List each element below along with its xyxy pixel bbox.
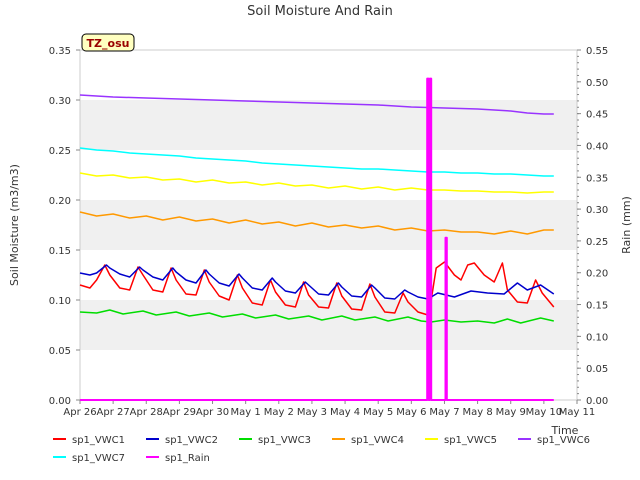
y-tick-label: 0.00 [49,396,71,407]
x-tick-label: Apr 26 [63,407,96,418]
legend-label: sp1_VWC7 [72,453,125,464]
y2-tick-label: 0.25 [586,237,608,248]
y2-axis-label: Rain (mm) [620,196,633,254]
x-tick-label: May 7 [429,407,459,418]
site-label-box: TZ_osu [81,33,135,52]
legend-label: sp1_VWC4 [351,435,404,446]
x-axis-label: Time [551,424,579,437]
grid-band [80,100,577,150]
x-tick-label: Apr 28 [130,407,163,418]
x-tick-label: May 6 [396,407,426,418]
y2-tick-label: 0.00 [586,396,608,407]
chart-title: Soil Moisture And Rain [247,4,393,19]
x-tick-label: Apr 29 [163,407,196,418]
x-tick-label: May 1 [231,407,261,418]
series-line-sp1_VWC3 [79,309,554,324]
legend-label: sp1_VWC5 [444,435,497,446]
x-tick-label: Apr 30 [196,407,229,418]
legend-label: sp1_VWC6 [537,435,590,446]
y2-tick-label: 0.40 [586,141,608,152]
series-line-sp1_Rain [80,77,554,401]
series-line-sp1_VWC7 [79,147,554,177]
legend: sp1_VWC1 sp1_VWC2 sp1_VWC3 sp1_VWC4 sp1_VWC5… [53,435,590,464]
y2-tick-label: 0.10 [586,332,608,343]
plot-bands [80,100,577,350]
legend-label: sp1_VWC3 [258,435,311,446]
series-lines [79,77,555,401]
legend-label: sp1_VWC2 [165,435,218,446]
y-axis-right: 0.00 0.05 0.10 0.15 0.20 0.25 0.30 0.35 0.40 0.45… [577,46,608,407]
x-tick-label: May 2 [264,407,294,418]
x-tick-label: May 4 [330,407,360,418]
x-tick-label: May 8 [462,407,492,418]
y2-tick-label: 0.35 [586,173,608,184]
y2-tick-label: 0.05 [586,364,608,375]
legend-label: sp1_Rain [165,453,210,464]
y-tick-label: 0.15 [49,246,71,257]
series-line-sp1_VWC6 [79,94,554,115]
y-axis-label: Soil Moisture (m3/m3) [8,164,21,286]
y-tick-label: 0.05 [49,346,71,357]
y-tick-label: 0.10 [49,296,71,307]
y-tick-label: 0.30 [49,96,71,107]
x-tick-label: May 3 [297,407,327,418]
y2-tick-label: 0.15 [586,301,608,312]
y2-tick-label: 0.45 [586,110,608,121]
y-tick-label: 0.35 [49,46,71,57]
y2-tick-label: 0.20 [586,269,608,280]
series-line-sp1_VWC4 [79,211,554,235]
x-tick-label: May 5 [363,407,393,418]
series-line-sp1_VWC2 [79,264,555,300]
legend-label: sp1_VWC1 [72,435,125,446]
x-axis: Apr 26 Apr 27 Apr 28 Apr 29 Apr 30 May 1 May 2… [63,400,595,418]
y-axis-left: 0.00 0.05 0.10 0.15 0.20 0.25 0.30 0.35 [49,46,80,407]
x-tick-label: May 10 [526,407,563,418]
x-tick-label: May 11 [559,407,596,418]
series-line-sp1_VWC5 [79,172,554,194]
y-tick-label: 0.20 [49,196,71,207]
y2-tick-label: 0.55 [586,46,608,57]
y2-tick-label: 0.50 [586,78,608,89]
x-tick-label: Apr 27 [97,407,130,418]
grid-band [80,200,577,250]
y-tick-label: 0.25 [49,146,71,157]
x-tick-label: May 9 [496,407,526,418]
site-label: TZ_osu [87,37,130,50]
y2-tick-label: 0.30 [586,205,608,216]
series-line-sp1_VWC1 [79,261,555,316]
